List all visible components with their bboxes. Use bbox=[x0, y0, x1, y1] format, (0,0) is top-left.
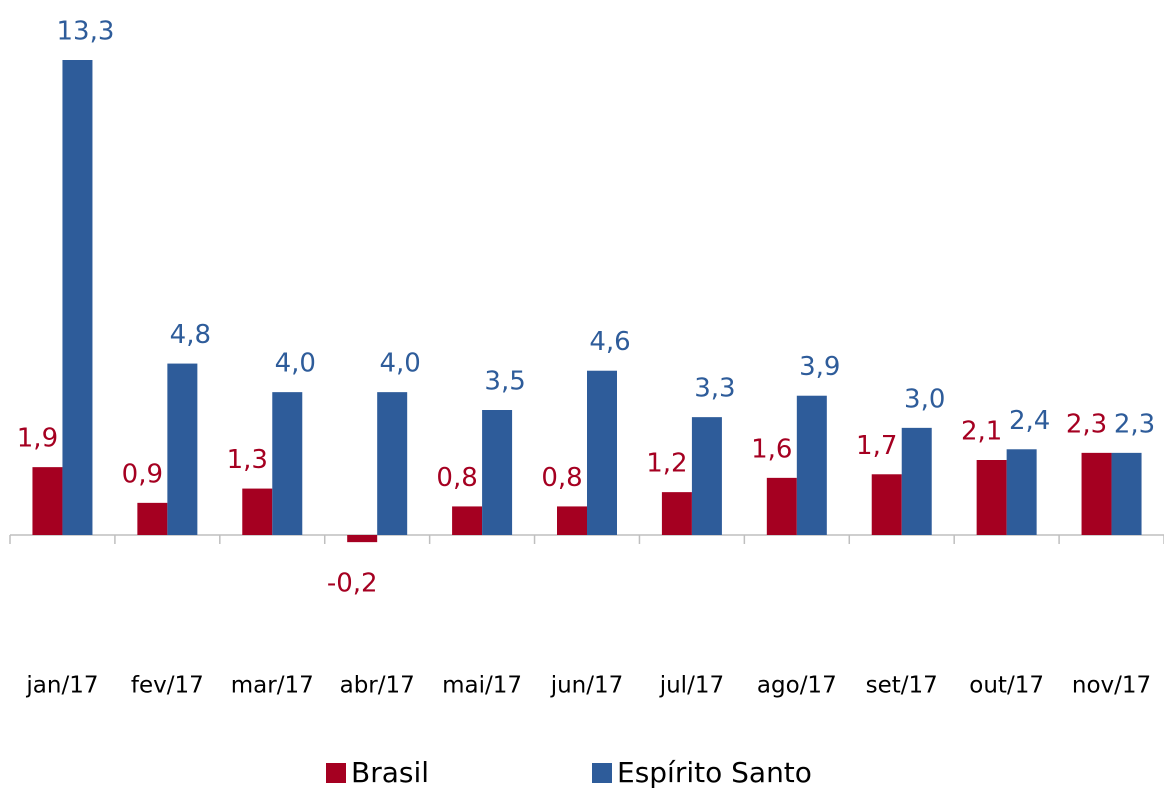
bar bbox=[377, 392, 408, 535]
bar bbox=[691, 417, 722, 535]
bar bbox=[661, 492, 692, 535]
bar bbox=[242, 488, 273, 535]
value-label: 1,3 bbox=[227, 445, 268, 475]
value-label: 4,8 bbox=[170, 320, 211, 350]
value-label: 4,6 bbox=[589, 327, 630, 357]
bar bbox=[452, 506, 483, 535]
value-label: 2,1 bbox=[961, 417, 1002, 447]
x-tick-label: jan/17 bbox=[25, 673, 98, 699]
bar bbox=[796, 395, 827, 535]
bar bbox=[482, 410, 513, 535]
bar bbox=[901, 427, 932, 535]
bar bbox=[587, 370, 617, 535]
value-label: 0,8 bbox=[436, 463, 477, 493]
bar bbox=[976, 460, 1007, 535]
x-tick-label: mar/17 bbox=[231, 673, 314, 699]
x-tick-label: ago/17 bbox=[757, 673, 837, 699]
value-label: 3,0 bbox=[904, 384, 945, 414]
value-label: 1,9 bbox=[17, 424, 58, 454]
bar bbox=[347, 535, 378, 543]
x-tick-label: jul/17 bbox=[659, 673, 724, 699]
bar bbox=[32, 467, 63, 535]
bar bbox=[766, 477, 797, 535]
value-label: 4,0 bbox=[380, 349, 421, 379]
x-tick-label: abr/17 bbox=[340, 673, 415, 699]
value-label: 1,7 bbox=[856, 431, 897, 461]
legend-label: Brasil bbox=[351, 756, 429, 789]
bar bbox=[62, 60, 93, 535]
legend-swatch bbox=[326, 763, 346, 783]
bar bbox=[137, 502, 168, 535]
value-label: 3,9 bbox=[799, 352, 840, 382]
value-label: 3,5 bbox=[484, 367, 525, 397]
value-label: 0,8 bbox=[541, 463, 582, 493]
x-tick-label: out/17 bbox=[969, 673, 1044, 699]
value-label: 3,3 bbox=[694, 374, 735, 404]
x-tick-label: mai/17 bbox=[442, 673, 522, 699]
value-label: 2,3 bbox=[1114, 409, 1155, 439]
x-tick-label: fev/17 bbox=[131, 673, 204, 699]
x-tick-label: nov/17 bbox=[1072, 673, 1151, 699]
bar bbox=[871, 474, 902, 535]
bar bbox=[1081, 452, 1112, 535]
value-label: 1,6 bbox=[751, 434, 792, 464]
value-label: -0,2 bbox=[327, 569, 378, 599]
value-label: 4,0 bbox=[275, 349, 316, 379]
value-label: 0,9 bbox=[122, 459, 163, 489]
bar bbox=[1006, 449, 1037, 535]
legend-swatch bbox=[592, 763, 612, 783]
x-tick-label: set/17 bbox=[866, 673, 938, 699]
x-tick-label: jun/17 bbox=[550, 673, 624, 699]
value-label: 1,2 bbox=[646, 449, 687, 479]
value-label: 2,4 bbox=[1009, 406, 1050, 436]
bar bbox=[272, 392, 303, 535]
value-label: 2,3 bbox=[1066, 409, 1107, 439]
legend-label: Espírito Santo bbox=[617, 756, 812, 789]
bar bbox=[167, 363, 198, 535]
value-label: 13,3 bbox=[57, 17, 115, 47]
bar bbox=[557, 506, 587, 535]
bar bbox=[1111, 452, 1142, 535]
